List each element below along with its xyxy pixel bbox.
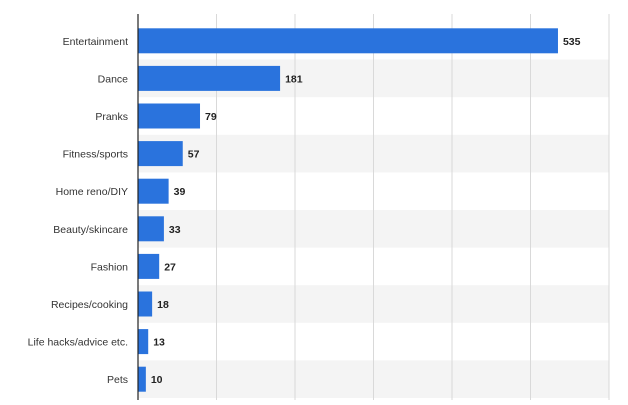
- value-label: 39: [174, 186, 186, 198]
- category-label: Home reno/DIY: [56, 186, 128, 198]
- bar: [138, 329, 149, 355]
- value-label: 79: [205, 111, 217, 123]
- bar: [138, 28, 558, 54]
- bar: [138, 216, 164, 242]
- category-label: Pranks: [95, 111, 128, 123]
- category-label: Fashion: [91, 261, 129, 273]
- value-label: 27: [164, 261, 176, 273]
- value-label: 10: [151, 374, 163, 386]
- bar: [138, 291, 153, 317]
- value-label: 181: [285, 73, 303, 85]
- value-label: 33: [169, 224, 181, 236]
- bar: [138, 253, 160, 279]
- category-label: Life hacks/advice etc.: [28, 337, 128, 349]
- value-label: 57: [188, 149, 200, 161]
- category-label: Recipes/cooking: [51, 299, 128, 311]
- category-label: Pets: [107, 374, 128, 386]
- category-label: Beauty/skincare: [53, 224, 128, 236]
- bar: [138, 366, 146, 392]
- value-label: 535: [563, 36, 581, 48]
- category-label: Fitness/sports: [63, 149, 128, 161]
- value-label: 13: [153, 337, 165, 349]
- bar: [138, 65, 281, 91]
- bar: [138, 141, 183, 167]
- bar: [138, 178, 169, 204]
- category-label: Dance: [98, 73, 129, 85]
- value-label: 18: [157, 299, 169, 311]
- bar: [138, 103, 201, 129]
- category-label: Entertainment: [63, 36, 128, 48]
